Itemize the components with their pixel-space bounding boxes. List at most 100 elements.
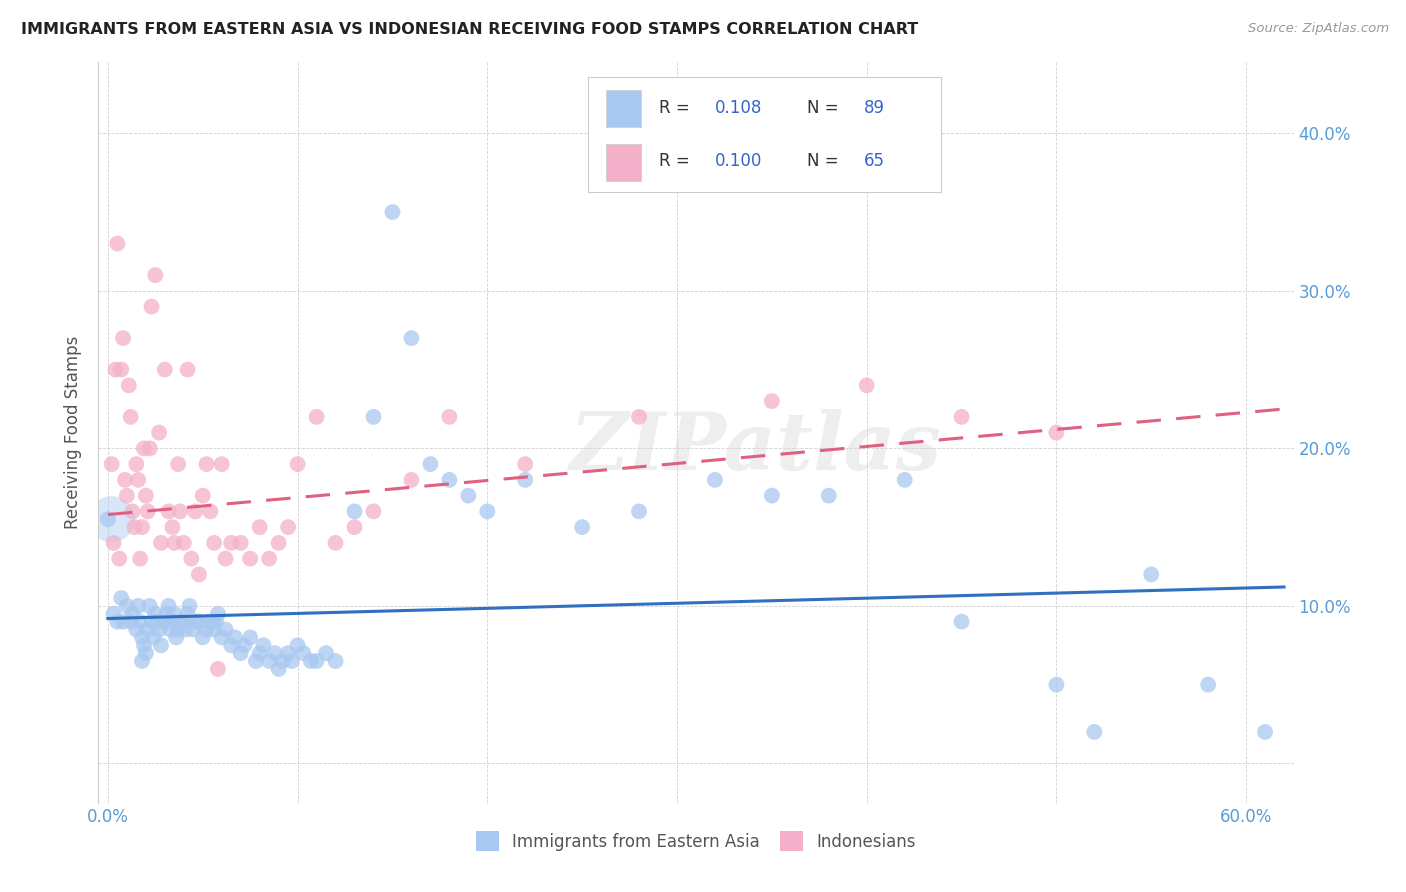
- Point: [249, 646, 271, 660]
- Point: [105, 615, 128, 629]
- Point: [174, 623, 197, 637]
- Point: [148, 425, 170, 440]
- Point: [343, 504, 366, 518]
- Point: [1045, 678, 1067, 692]
- Point: [148, 623, 170, 637]
- Point: [761, 394, 783, 409]
- Point: [267, 662, 290, 676]
- Point: [1140, 567, 1163, 582]
- Point: [114, 473, 136, 487]
- Text: ZIPatlas: ZIPatlas: [569, 409, 942, 486]
- Point: [188, 567, 211, 582]
- Point: [135, 489, 157, 503]
- Point: [131, 520, 153, 534]
- Point: [287, 638, 309, 652]
- Point: [205, 615, 228, 629]
- Legend: Immigrants from Eastern Asia, Indonesians: Immigrants from Eastern Asia, Indonesian…: [470, 825, 922, 857]
- Point: [153, 362, 176, 376]
- Point: [138, 599, 160, 613]
- Point: [1083, 725, 1105, 739]
- Point: [143, 268, 166, 282]
- Point: [121, 607, 143, 621]
- Point: [191, 489, 214, 503]
- Point: [108, 551, 131, 566]
- Point: [100, 512, 122, 526]
- Point: [439, 409, 461, 424]
- Point: [817, 489, 839, 503]
- Point: [163, 536, 186, 550]
- Point: [363, 504, 385, 518]
- Point: [202, 536, 225, 550]
- Point: [125, 623, 148, 637]
- Point: [239, 631, 262, 645]
- Point: [103, 536, 125, 550]
- Point: [305, 409, 328, 424]
- Point: [305, 654, 328, 668]
- Point: [162, 520, 184, 534]
- Point: [100, 457, 122, 471]
- Point: [141, 615, 163, 629]
- Text: IMMIGRANTS FROM EASTERN ASIA VS INDONESIAN RECEIVING FOOD STAMPS CORRELATION CHA: IMMIGRANTS FROM EASTERN ASIA VS INDONESI…: [21, 22, 918, 37]
- Point: [120, 409, 142, 424]
- Point: [105, 236, 128, 251]
- Point: [188, 615, 211, 629]
- Point: [150, 536, 173, 550]
- Point: [142, 631, 165, 645]
- Point: [153, 615, 176, 629]
- Point: [1197, 678, 1219, 692]
- Point: [110, 362, 132, 376]
- Point: [233, 638, 256, 652]
- Point: [195, 623, 218, 637]
- Point: [893, 473, 915, 487]
- Point: [112, 331, 135, 345]
- Point: [157, 504, 180, 518]
- Point: [401, 473, 423, 487]
- Point: [162, 615, 184, 629]
- Point: [131, 654, 153, 668]
- Point: [287, 457, 309, 471]
- Point: [202, 623, 225, 637]
- Point: [201, 615, 224, 629]
- Point: [207, 662, 229, 676]
- Point: [138, 442, 160, 456]
- Point: [169, 615, 191, 629]
- Point: [146, 615, 169, 629]
- Point: [628, 504, 651, 518]
- Point: [381, 205, 404, 219]
- Point: [156, 607, 179, 621]
- Point: [115, 599, 138, 613]
- Point: [229, 646, 252, 660]
- Point: [325, 654, 347, 668]
- Point: [207, 607, 229, 621]
- Point: [219, 536, 242, 550]
- Point: [277, 520, 299, 534]
- Point: [115, 489, 138, 503]
- Point: [157, 599, 180, 613]
- Point: [129, 615, 152, 629]
- Point: [439, 473, 461, 487]
- Point: [110, 591, 132, 605]
- Text: Source: ZipAtlas.com: Source: ZipAtlas.com: [1249, 22, 1389, 36]
- Point: [1045, 425, 1067, 440]
- Point: [173, 615, 195, 629]
- Y-axis label: Receiving Food Stamps: Receiving Food Stamps: [63, 336, 82, 529]
- Point: [132, 442, 155, 456]
- Point: [127, 599, 149, 613]
- Point: [184, 504, 207, 518]
- Point: [211, 457, 233, 471]
- Point: [281, 654, 304, 668]
- Point: [129, 551, 152, 566]
- Point: [703, 473, 725, 487]
- Point: [277, 646, 299, 660]
- Point: [176, 362, 198, 376]
- Point: [515, 473, 537, 487]
- Point: [163, 607, 186, 621]
- Point: [132, 638, 155, 652]
- Point: [263, 646, 285, 660]
- Point: [267, 536, 290, 550]
- Point: [125, 457, 148, 471]
- Point: [363, 409, 385, 424]
- Point: [104, 362, 127, 376]
- Point: [118, 378, 141, 392]
- Point: [181, 623, 204, 637]
